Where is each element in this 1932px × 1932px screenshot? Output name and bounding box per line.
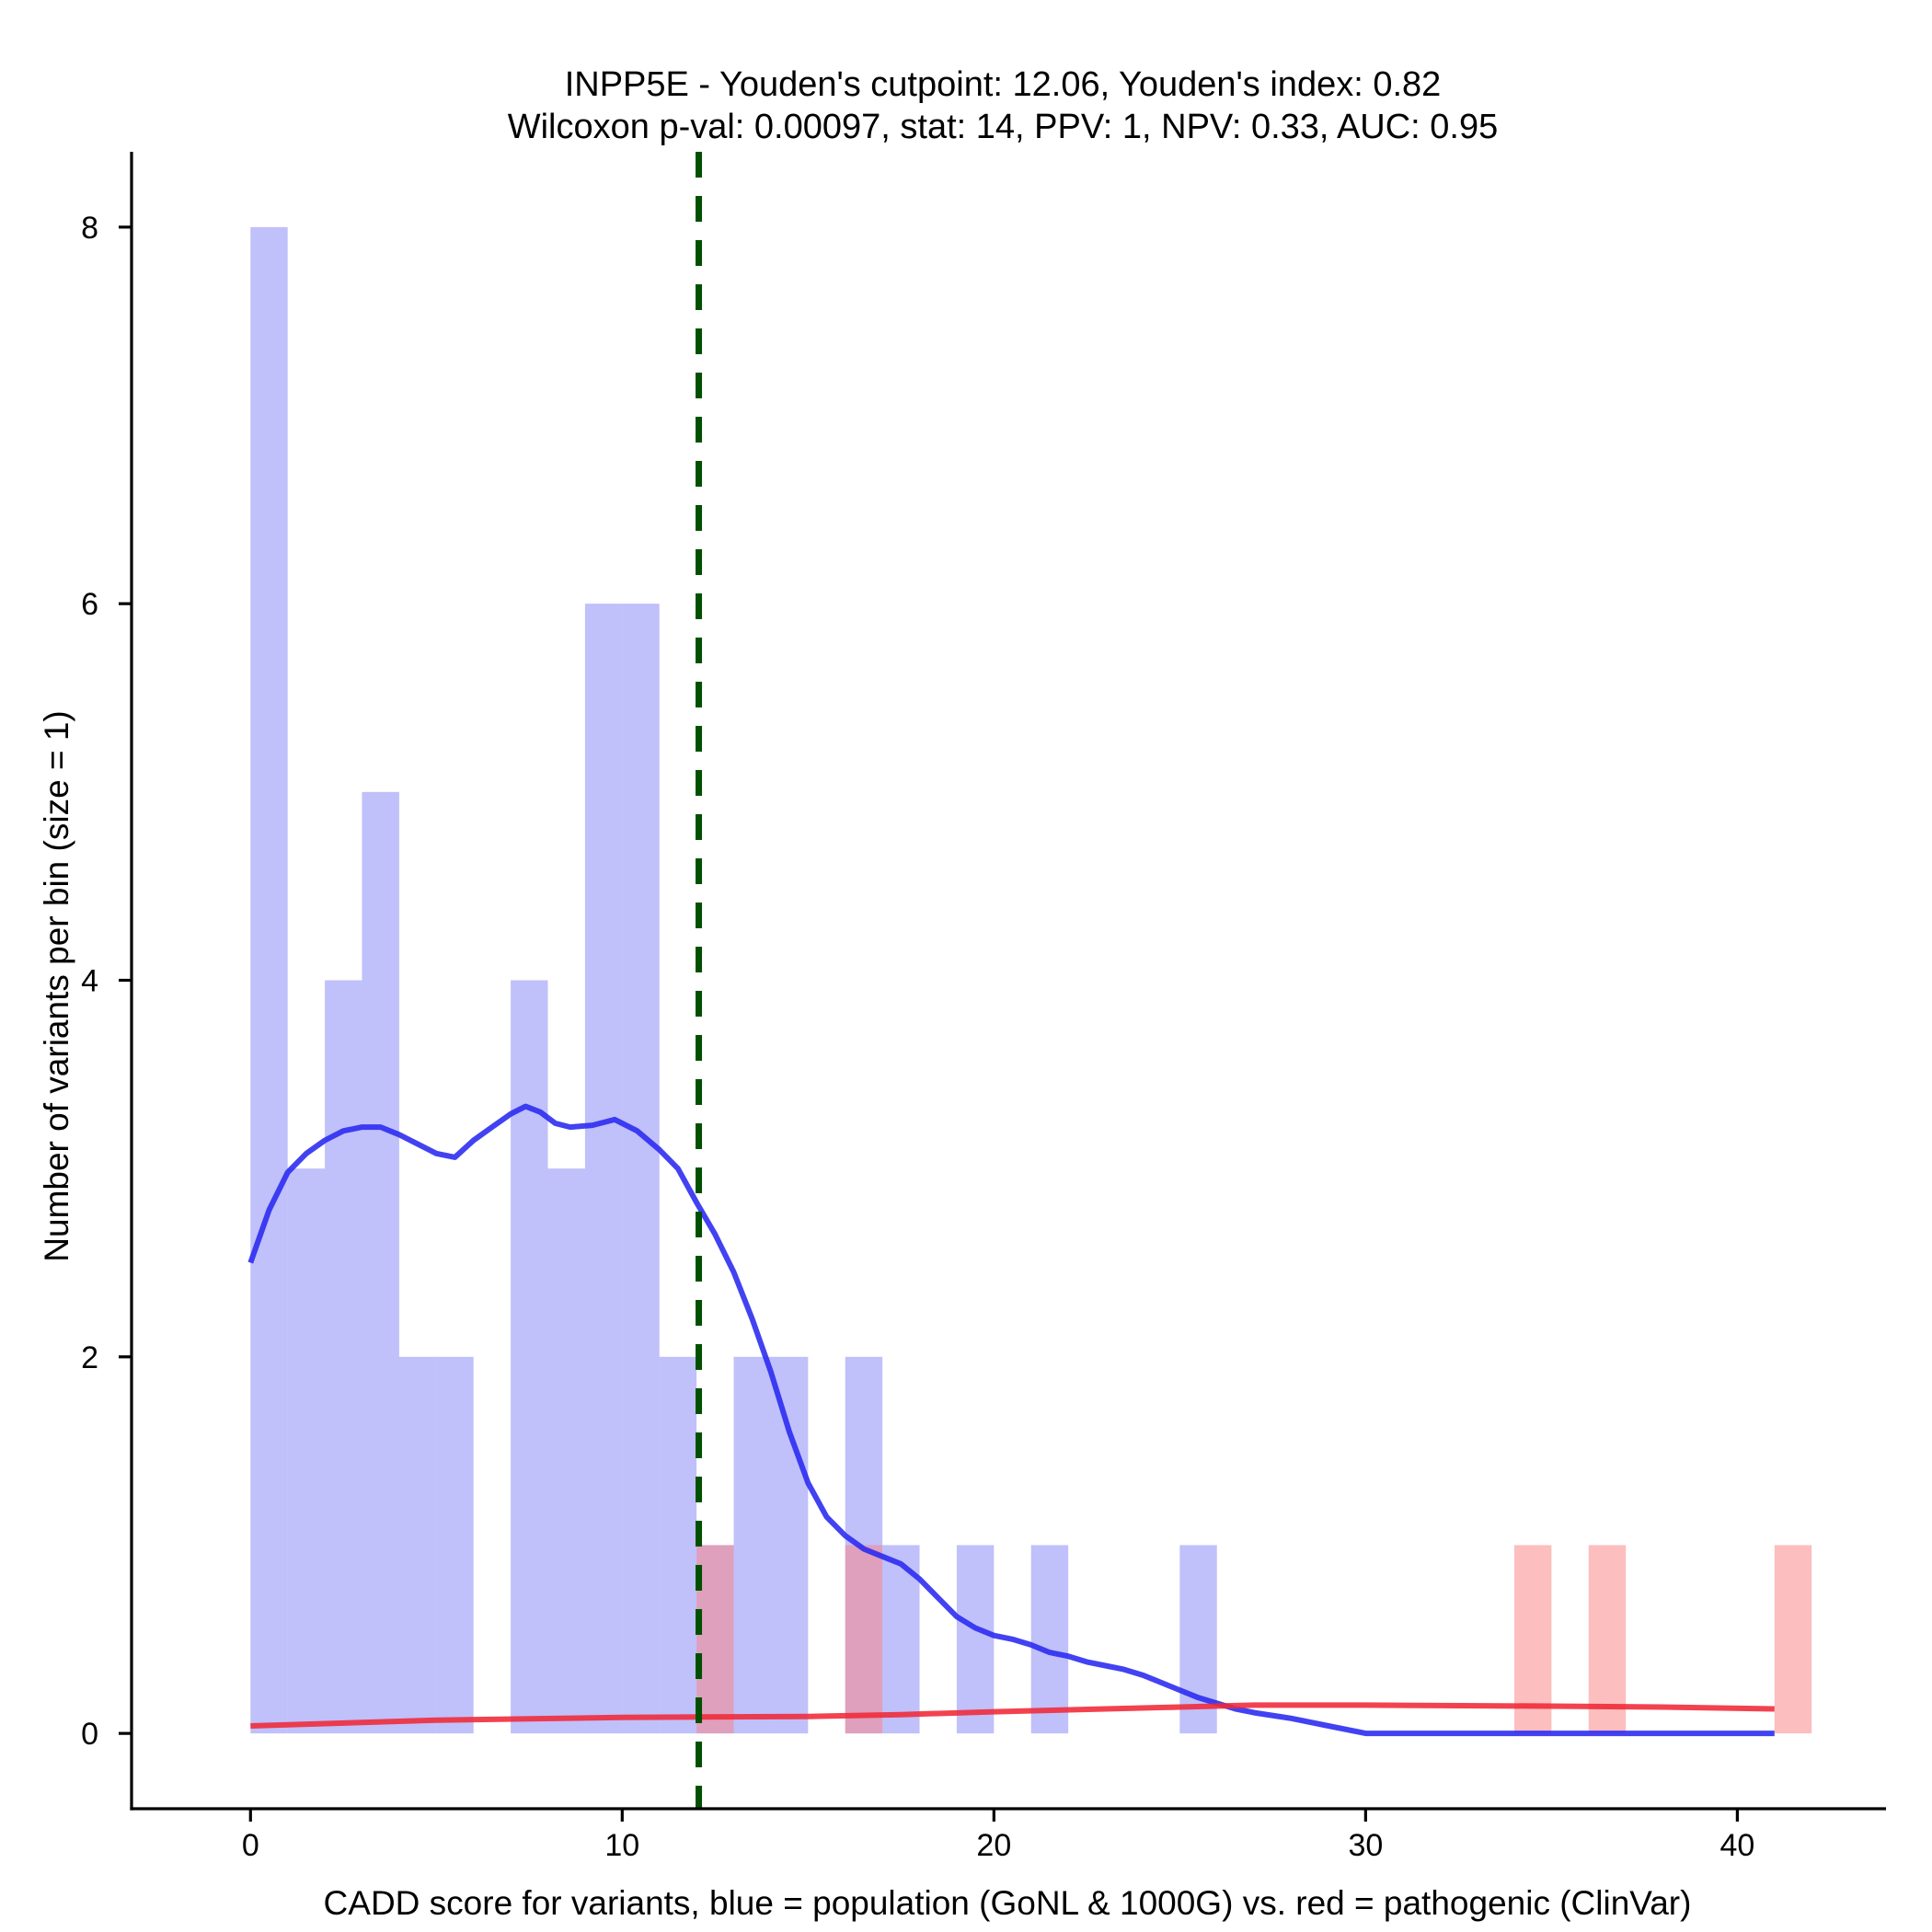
population-bar-19 xyxy=(956,1545,995,1734)
population-bar-10 xyxy=(622,604,660,1734)
chart-title-line1: INPP5E - Youden's cutpoint: 12.06, Youde… xyxy=(565,65,1442,104)
y-tick-label-6: 6 xyxy=(81,587,98,622)
population-bar-5 xyxy=(436,1356,474,1734)
population-bar-13 xyxy=(733,1356,771,1734)
pathogenic-bar-36 xyxy=(1588,1545,1627,1734)
population-bar-0 xyxy=(250,226,288,1734)
population-bar-1 xyxy=(287,1168,326,1734)
population-bar-4 xyxy=(398,1356,437,1734)
x-tick-label-20: 20 xyxy=(976,1828,1011,1863)
chart-title-line2: Wilcoxon p-val: 0.00097, stat: 14, PPV: … xyxy=(508,108,1499,146)
histogram-bars xyxy=(250,226,1812,1734)
population-bar-11 xyxy=(659,1356,697,1734)
pathogenic-bar-12 xyxy=(696,1545,734,1734)
x-axis-title: CADD score for variants, blue = populati… xyxy=(324,1884,1692,1922)
population-bar-2 xyxy=(325,980,362,1734)
population-bar-7 xyxy=(511,980,548,1734)
population-bar-8 xyxy=(547,1168,585,1734)
pathogenic-density-line xyxy=(250,1702,1775,1729)
population-bar-21 xyxy=(1030,1545,1069,1734)
y-axis-title: Number of variants per bin (size = 1) xyxy=(38,710,75,1261)
y-tick-label-0: 0 xyxy=(81,1717,98,1752)
y-tick-label-4: 4 xyxy=(81,964,98,999)
density-curves xyxy=(247,1103,1775,1737)
population-bar-9 xyxy=(584,604,623,1734)
y-tick-label-2: 2 xyxy=(81,1340,98,1375)
population-density-line xyxy=(247,1103,1775,1737)
population-bar-3 xyxy=(362,791,399,1734)
pathogenic-bar-16 xyxy=(845,1545,883,1734)
x-tick-label-10: 10 xyxy=(604,1828,639,1863)
x-tick-label-40: 40 xyxy=(1719,1828,1754,1863)
pathogenic-bar-34 xyxy=(1513,1545,1552,1734)
pathogenic-bar-41 xyxy=(1774,1545,1812,1734)
y-tick-label-8: 8 xyxy=(81,211,98,246)
x-tick-label-30: 30 xyxy=(1348,1828,1383,1863)
axes: 0 10 20 30 40 0 2 4 6 8 xyxy=(81,152,1886,1863)
x-tick-label-0: 0 xyxy=(242,1828,259,1863)
population-bar-14 xyxy=(770,1356,809,1734)
